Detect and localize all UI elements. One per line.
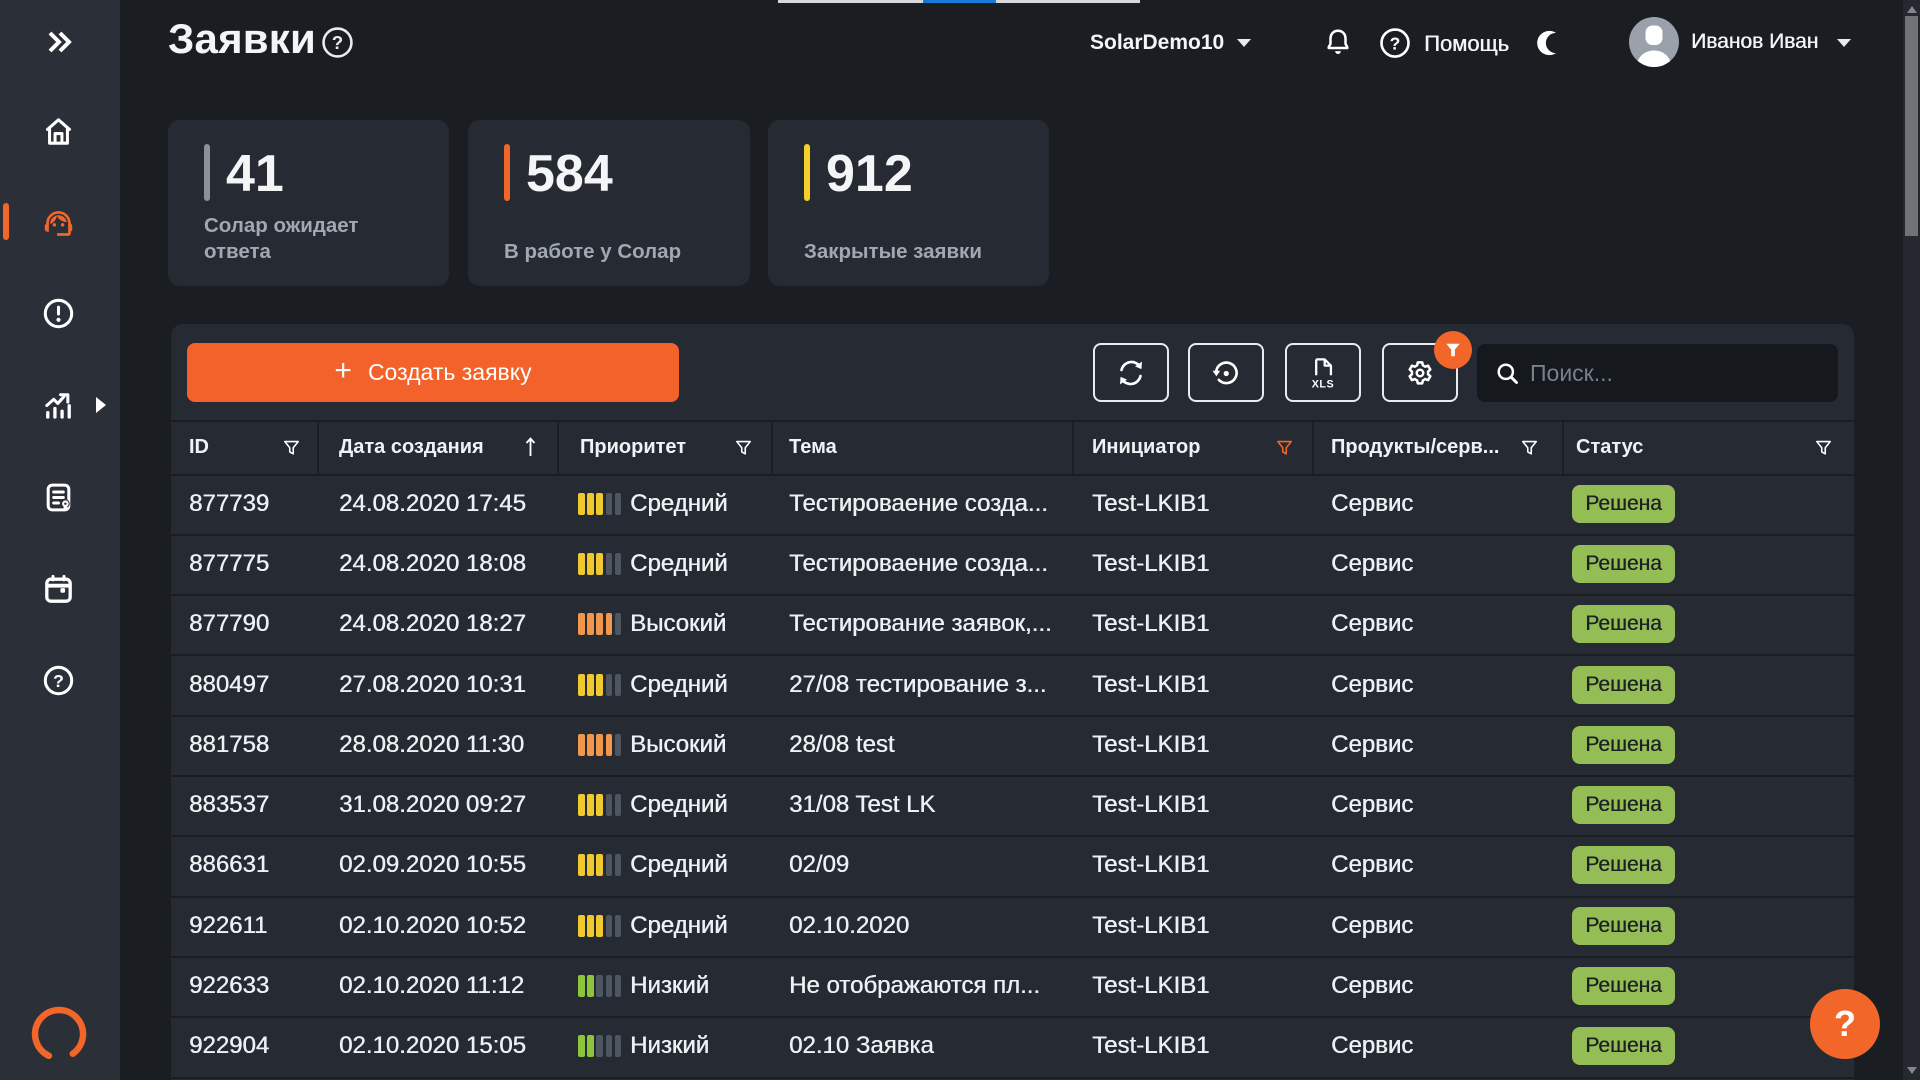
svg-text:?: ?	[332, 32, 343, 53]
svg-text:XLS: XLS	[1312, 378, 1335, 389]
svg-text:?: ?	[1390, 33, 1401, 53]
svg-text:?: ?	[53, 671, 64, 691]
